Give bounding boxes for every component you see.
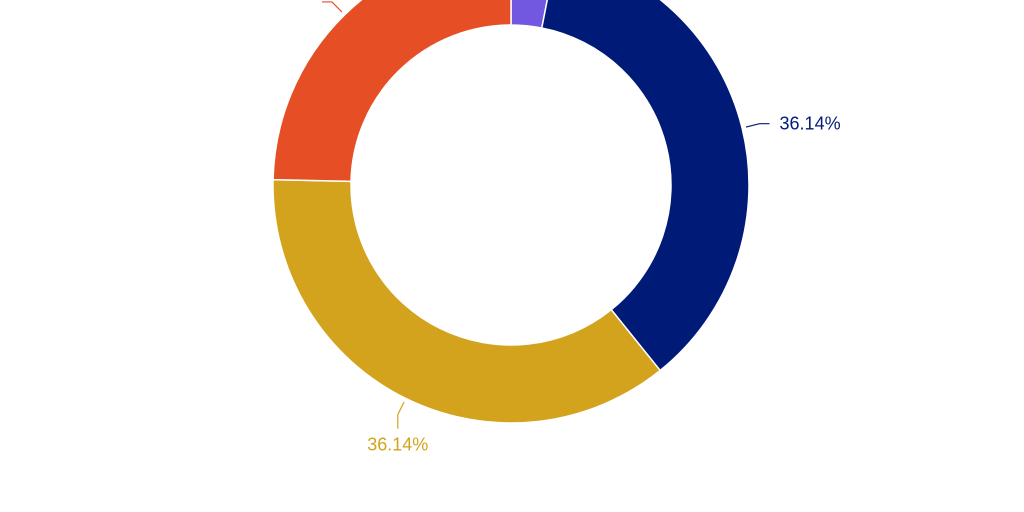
donut-labels: 36.14% 36.14% bbox=[322, 1, 841, 455]
leader-line-3 bbox=[322, 1, 343, 13]
data-label-1: 36.14% bbox=[780, 114, 841, 134]
donut-slice-1 bbox=[540, 0, 750, 372]
donut-slices bbox=[272, 0, 750, 424]
donut-slice-3 bbox=[272, 0, 512, 183]
leader-line-2 bbox=[397, 401, 405, 429]
data-label-2: 36.14% bbox=[367, 435, 428, 455]
donut-slice-2 bbox=[272, 178, 662, 424]
leader-line-1 bbox=[745, 123, 770, 128]
